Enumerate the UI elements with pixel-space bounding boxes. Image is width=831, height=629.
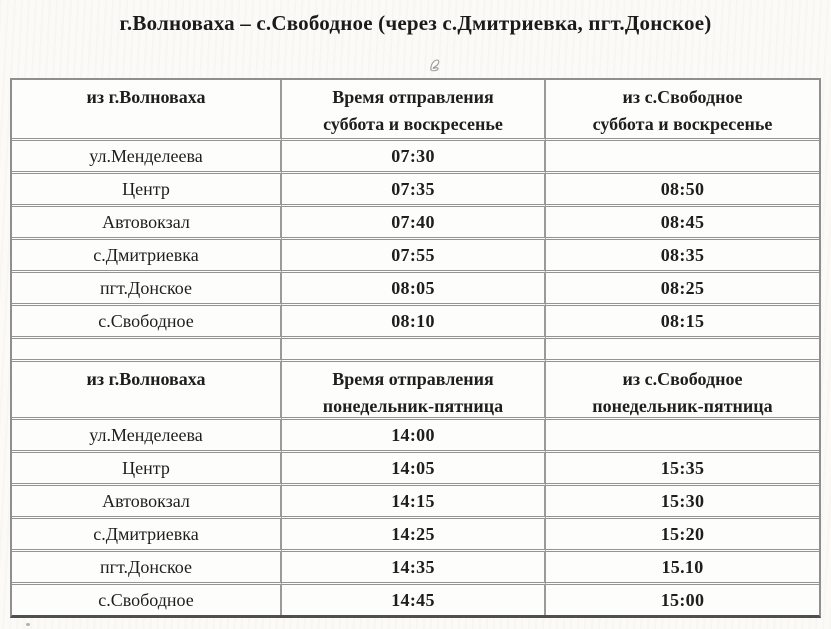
header-origin-label: из г.Волноваха (86, 369, 206, 389)
table-row: с.Дмитриевка 07:55 08:35 (12, 237, 819, 270)
header-departure-cell: Время отправления понедельник-пятница (282, 359, 546, 417)
empty-cell (546, 336, 819, 359)
return-time-cell: 08:35 (546, 237, 819, 270)
stop-cell: с.Дмитриевка (12, 237, 282, 270)
header-return-line1: из с.Свободное (622, 87, 743, 107)
table-row: Центр 14:05 15:35 (12, 450, 819, 483)
return-time-cell: 08:25 (546, 270, 819, 303)
stop-cell: с.Свободное (12, 582, 282, 615)
table-row: пгт.Донское 08:05 08:25 (12, 270, 819, 303)
departure-time-cell: 14:35 (282, 549, 546, 582)
departure-time-cell: 14:05 (282, 450, 546, 483)
stop-cell: Центр (12, 171, 282, 204)
departure-time-cell: 08:10 (282, 303, 546, 336)
return-time-cell: 15:35 (546, 450, 819, 483)
departure-time-cell: 07:55 (282, 237, 546, 270)
header-departure-line1: Время отправления (332, 369, 494, 389)
stop-cell: с.Дмитриевка (12, 516, 282, 549)
header-origin-cell: из г.Волноваха (12, 359, 282, 417)
scan-speck (26, 623, 30, 626)
table-header-row-weekend: из г.Волноваха Время отправления суббота… (12, 80, 819, 138)
return-time-cell: 15:20 (546, 516, 819, 549)
header-return-line1: из с.Свободное (622, 369, 743, 389)
stop-cell: Автовокзал (12, 483, 282, 516)
departure-time-cell: 07:35 (282, 171, 546, 204)
page-title: г.Волноваха – с.Свободное (через с.Дмитр… (119, 11, 712, 35)
return-time-cell: 08:45 (546, 204, 819, 237)
return-time-cell: 08:50 (546, 171, 819, 204)
table-row: Автовокзал 14:15 15:30 (12, 483, 819, 516)
header-origin-cell: из г.Волноваха (12, 80, 282, 138)
spacer-row (12, 336, 819, 359)
bus-timetable: из г.Волноваха Время отправления суббота… (10, 78, 821, 618)
header-departure-cell: Время отправления суббота и воскресенье (282, 80, 546, 138)
stop-cell: ул.Менделеева (12, 417, 282, 450)
header-departure-line2: суббота и воскресенье (323, 114, 503, 134)
table-row: с.Дмитриевка 14:25 15:20 (12, 516, 819, 549)
header-return-cell: из с.Свободное понедельник-пятница (546, 359, 819, 417)
header-return-line2: суббота и воскресенье (592, 114, 773, 134)
table-row: с.Свободное 14:45 15:00 (12, 582, 819, 615)
table-row: ул.Менделеева 07:30 (12, 138, 819, 171)
empty-cell (12, 336, 282, 359)
table-row: Автовокзал 07:40 08:45 (12, 204, 819, 237)
return-time-cell: 08:15 (546, 303, 819, 336)
stop-cell: Автовокзал (12, 204, 282, 237)
return-time-cell (546, 138, 819, 171)
header-return-line2: понедельник-пятница (592, 396, 773, 416)
return-time-cell: 15:00 (546, 582, 819, 615)
table-row: с.Свободное 08:10 08:15 (12, 303, 819, 336)
stop-cell: ул.Менделеева (12, 138, 282, 171)
stop-cell: пгт.Донское (12, 549, 282, 582)
header-departure-line2: понедельник-пятница (322, 396, 504, 416)
return-time-cell: 15:30 (546, 483, 819, 516)
departure-time-cell: 14:15 (282, 483, 546, 516)
table-row: Центр 07:35 08:50 (12, 171, 819, 204)
departure-time-cell: 14:45 (282, 582, 546, 615)
empty-cell (282, 336, 546, 359)
header-origin-label: из г.Волноваха (86, 87, 206, 107)
table-row: пгт.Донское 14:35 15.10 (12, 549, 819, 582)
pencil-scan-artifact-icon (430, 59, 440, 72)
departure-time-cell: 08:05 (282, 270, 546, 303)
departure-time-cell: 14:00 (282, 417, 546, 450)
stop-cell: Центр (12, 450, 282, 483)
departure-time-cell: 14:25 (282, 516, 546, 549)
header-departure-line1: Время отправления (332, 87, 494, 107)
table-row: ул.Менделеева 14:00 (12, 417, 819, 450)
table-header-row-weekday: из г.Волноваха Время отправления понедел… (12, 359, 819, 417)
departure-time-cell: 07:30 (282, 138, 546, 171)
stop-cell: пгт.Донское (12, 270, 282, 303)
return-time-cell (546, 417, 819, 450)
return-time-cell: 15.10 (546, 549, 819, 582)
header-return-cell: из с.Свободное суббота и воскресенье (546, 80, 819, 138)
departure-time-cell: 07:40 (282, 204, 546, 237)
stop-cell: с.Свободное (12, 303, 282, 336)
